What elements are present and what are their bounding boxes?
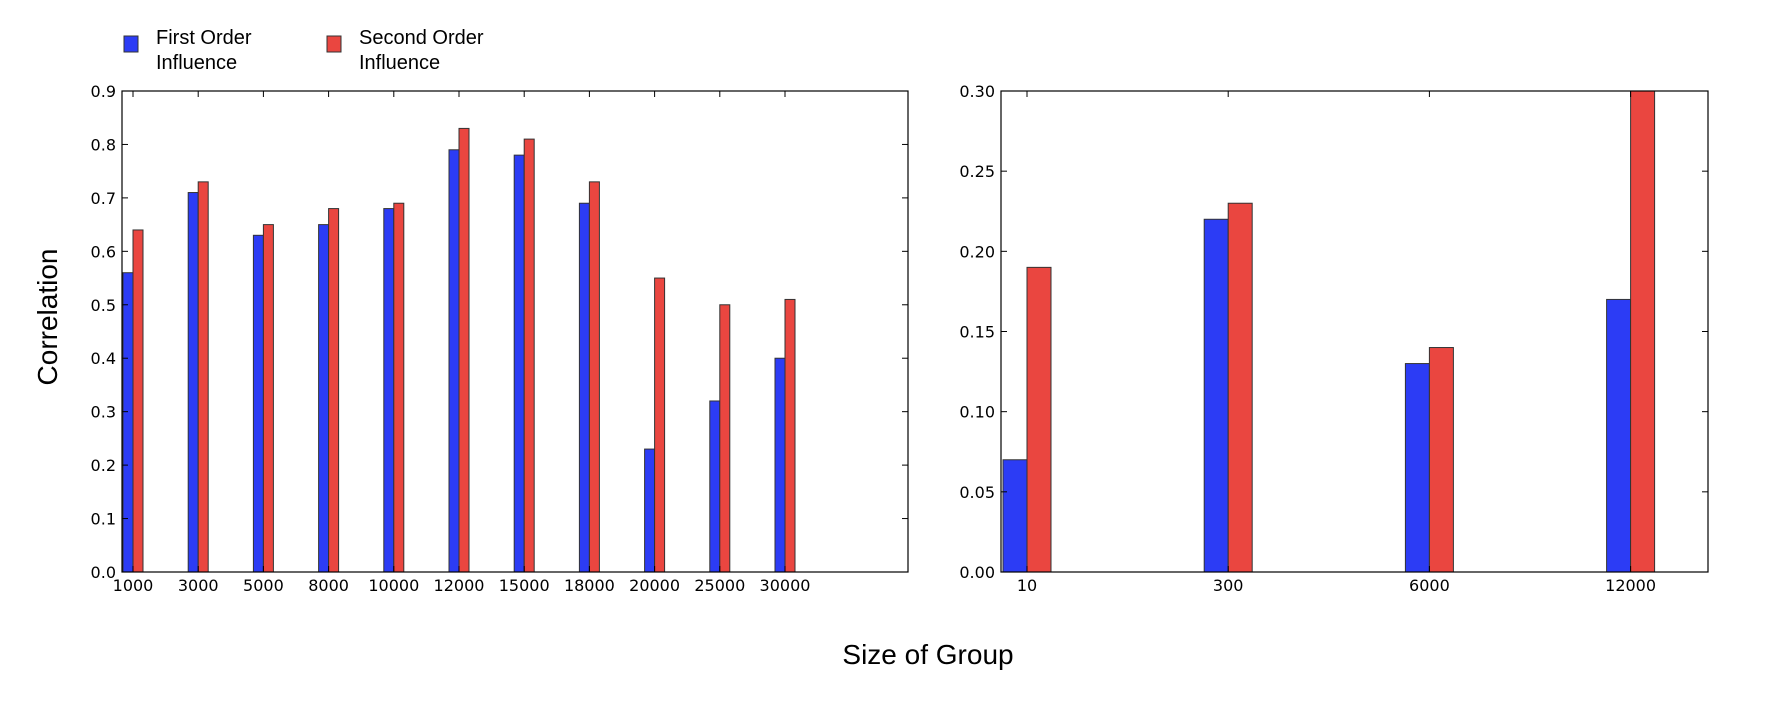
x-tick-label: 300 — [1213, 576, 1244, 595]
bar-first-order-30000 — [774, 357, 786, 573]
plot-frame — [121, 90, 909, 573]
legend-label-first-order-line2: Influence — [156, 52, 237, 74]
y-tick-label: 0.00 — [959, 563, 995, 582]
y-axis-title: Correlation — [32, 249, 63, 386]
x-axis-title: Size of Group — [842, 639, 1013, 670]
bar-second-order-6000 — [1428, 347, 1454, 573]
bar-second-order-10000 — [393, 202, 405, 573]
x-tick-label: 10 — [1017, 576, 1037, 595]
y-tick-label: 0.5 — [91, 296, 116, 315]
legend: First Order Influence Second Order Influ… — [123, 27, 484, 74]
y-tick-label: 0.15 — [959, 323, 995, 342]
bar-second-order-3000 — [197, 181, 209, 573]
x-tick-label: 8000 — [308, 576, 349, 595]
bar-second-order-8000 — [328, 208, 340, 573]
bar-second-order-20000 — [654, 277, 666, 573]
y-tick-label: 0.0 — [91, 563, 116, 582]
bar-first-order-20000 — [644, 448, 656, 573]
x-tick-label: 30000 — [760, 576, 811, 595]
x-tick-label: 12000 — [434, 576, 485, 595]
y-tick-label: 0.2 — [91, 456, 116, 475]
plot-frame — [1000, 90, 1709, 573]
bar-first-order-15000 — [513, 154, 525, 573]
x-tick-label: 10000 — [368, 576, 419, 595]
bar-second-order-300 — [1227, 202, 1253, 573]
x-tick-label: 5000 — [243, 576, 284, 595]
y-tick-label: 0.20 — [959, 242, 995, 261]
x-tick-label: 12000 — [1605, 576, 1656, 595]
bar-first-order-12000 — [448, 149, 460, 573]
bar-second-order-1000 — [132, 229, 144, 573]
y-tick-label: 0.6 — [91, 242, 116, 261]
y-tick-label: 0.05 — [959, 483, 995, 502]
bar-first-order-6000 — [1404, 363, 1430, 573]
y-tick-label: 0.3 — [91, 403, 116, 422]
y-tick-label: 0.1 — [91, 510, 116, 529]
y-tick-label: 0.4 — [91, 349, 116, 368]
bar-first-order-25000 — [709, 400, 721, 573]
bar-second-order-25000 — [719, 304, 731, 573]
bar-second-order-18000 — [588, 181, 600, 573]
bar-first-order-1000 — [122, 272, 134, 573]
bar-second-order-15000 — [523, 138, 535, 573]
bar-first-order-3000 — [187, 192, 199, 573]
y-tick-label: 0.9 — [91, 82, 116, 101]
right-bar-chart: 10 300 6000 12000 0.00 0.05 0.10 0.15 0.20 0.25 0.… — [959, 82, 1709, 595]
x-tick-label: 20000 — [629, 576, 680, 595]
y-tick-label: 0.8 — [91, 135, 116, 154]
bar-first-order-10 — [1002, 459, 1028, 573]
y-tick-label: 0.25 — [959, 162, 995, 181]
bar-second-order-10 — [1026, 266, 1052, 573]
legend-label-second-order-line1: Second Order — [359, 27, 484, 49]
x-tick-label: 18000 — [564, 576, 615, 595]
bar-second-order-5000 — [262, 224, 274, 573]
legend-label-first-order-line1: First Order — [156, 27, 252, 49]
bar-first-order-300 — [1203, 218, 1229, 573]
bar-first-order-18000 — [578, 202, 590, 573]
left-bar-chart: 1000 3000 5000 8000 10000 12000 15000 18000 2000… — [91, 82, 909, 595]
bar-first-order-8000 — [318, 224, 330, 573]
y-tick-label: 0.10 — [959, 403, 995, 422]
bar-first-order-12000 — [1606, 298, 1632, 573]
x-tick-label: 15000 — [499, 576, 550, 595]
bar-first-order-5000 — [252, 234, 264, 573]
bar-second-order-12000 — [1630, 90, 1656, 573]
x-tick-label: 3000 — [178, 576, 219, 595]
legend-swatch-second-order — [326, 35, 342, 53]
bar-second-order-12000 — [458, 127, 470, 573]
legend-swatch-first-order — [123, 35, 139, 53]
x-tick-label: 1000 — [113, 576, 154, 595]
x-tick-label: 6000 — [1409, 576, 1450, 595]
y-tick-label: 0.30 — [959, 82, 995, 101]
bar-second-order-30000 — [784, 298, 796, 573]
legend-label-second-order-line2: Influence — [359, 52, 440, 74]
y-tick-label: 0.7 — [91, 189, 116, 208]
bar-first-order-10000 — [383, 208, 395, 573]
x-tick-label: 25000 — [694, 576, 745, 595]
